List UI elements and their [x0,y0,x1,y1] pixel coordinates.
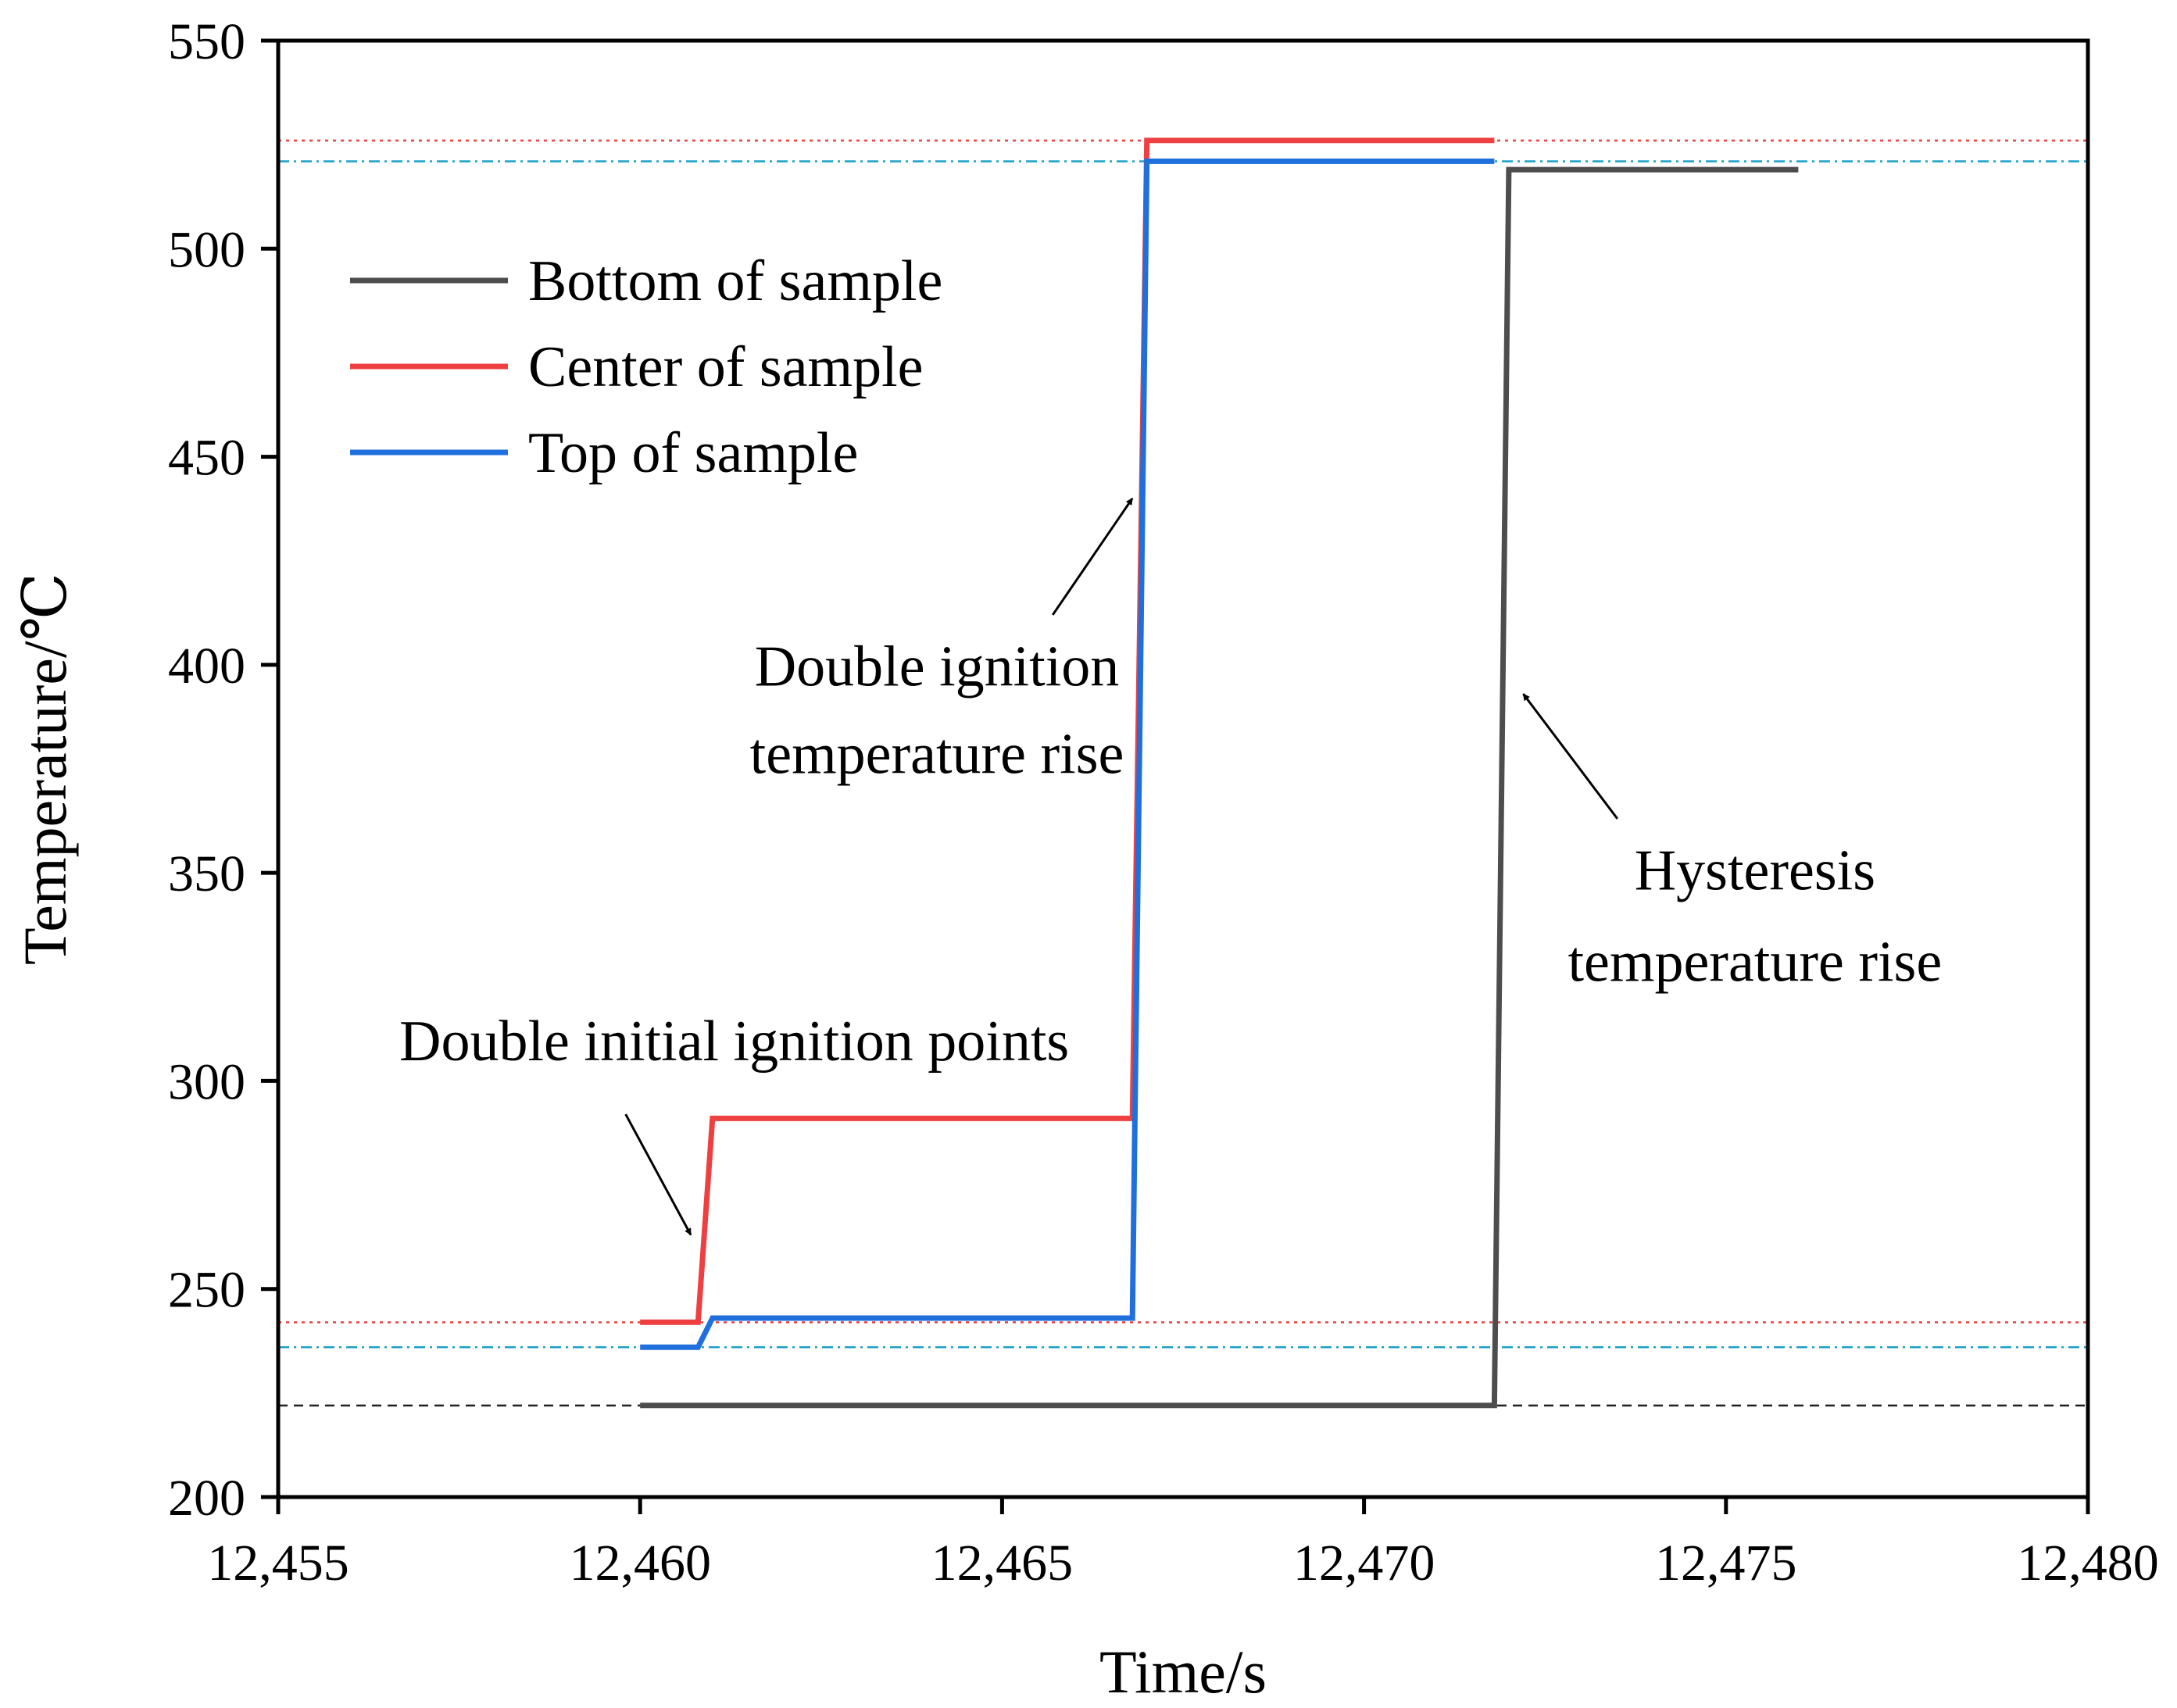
plot-background [278,41,2088,1497]
annotation-text-0-1: temperature rise [750,722,1124,786]
x-tick-label: 12,455 [207,1535,349,1592]
legend-label-2: Top of sample [528,421,858,485]
y-axis-title: Temperature/℃ [11,573,79,965]
y-axis-ticks: 200 250 300 350 400 450 500 550 [168,13,278,1527]
y-tick-label: 400 [168,638,245,695]
x-tick-label: 12,470 [1293,1535,1435,1592]
y-tick-label: 300 [168,1053,245,1110]
y-tick-label: 250 [168,1262,245,1319]
y-tick-label: 500 [168,221,245,278]
y-tick-label: 200 [168,1470,245,1527]
x-tick-label: 12,465 [931,1535,1074,1592]
annotation-text-1-0: Double initial ignition points [399,1009,1069,1074]
series-line-center-of-sample [640,138,1495,1325]
x-axis-title: Time/s [1099,1638,1267,1706]
annotation-text-0-0: Double ignition [755,634,1120,699]
legend: Bottom of sample Center of sample Top of s… [350,249,942,485]
y-tick-label: 350 [168,845,245,902]
x-tick-label: 12,480 [2017,1535,2159,1592]
legend-label-1: Center of sample [528,335,924,399]
annotations: Double ignition temperature rise Double in… [399,497,1943,1236]
x-tick-label: 12,475 [1655,1535,1797,1592]
annotation-arrow-1 [624,1113,692,1236]
series-line-bottom-of-sample [640,166,1799,1409]
plot-frame [276,38,2090,1499]
series-line-top-of-sample [640,158,1495,1350]
x-axis-ticks: 12,455 12,460 12,465 12,470 12,475 12,480 [207,1497,2159,1592]
annotation-text-2-0: Hysteresis [1635,838,1875,902]
annotation-arrow-2 [1522,693,1619,820]
reference-lines [278,139,2088,1407]
x-tick-label: 12,460 [569,1535,711,1592]
annotation-text-2-1: temperature rise [1568,931,1943,995]
y-tick-label: 450 [168,430,245,487]
data-series [640,138,1799,1409]
annotation-arrow-0 [1052,497,1134,616]
legend-label-0: Bottom of sample [528,249,942,313]
y-tick-label: 550 [168,13,245,70]
